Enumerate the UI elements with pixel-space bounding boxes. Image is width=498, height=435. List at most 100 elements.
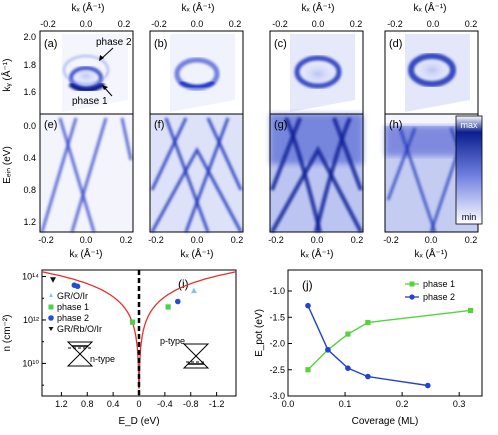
kx-axis-label-g: kₓ (Å⁻¹) <box>301 247 334 260</box>
ebin-tick-0.4: 0.4 <box>23 153 36 163</box>
chart-j-ytick-label: -2.5 <box>269 365 285 375</box>
chart-i-point <box>175 298 181 305</box>
tick-f-zero: 0.0 <box>191 235 204 245</box>
ky-tick-2.0: 2.0 <box>23 32 36 42</box>
chart-i-xtick-label: 1.2 <box>55 399 68 409</box>
chart-j-point <box>305 367 311 373</box>
legend-label-phase2: phase 2 <box>57 313 89 323</box>
panel-g-bands <box>270 117 363 233</box>
top-kx-ticks: -0.2 0.0 0.2 -0.2 0.0 0.2 -0.2 0.0 0.2 -… <box>40 19 477 29</box>
tick-g-neg: -0.2 <box>268 235 284 245</box>
chart-j-point <box>467 307 474 314</box>
middle-kx-labels: kₓ (Å⁻¹) kₓ (Å⁻¹) kₓ (Å⁻¹) kₓ (Å⁻¹) <box>70 247 448 260</box>
chart-j-xlabel: Coverage (ML) <box>352 416 419 427</box>
chart-j-xtick-label: 0.1 <box>339 399 352 409</box>
ebin-tick-1.2: 1.2 <box>23 217 36 227</box>
panel-e: (e) <box>39 113 134 233</box>
panel-e-label: (e) <box>44 119 57 131</box>
panel-g-frame <box>269 113 364 233</box>
chart-j-ytick-label: -2.0 <box>269 339 285 349</box>
chart-j-point <box>424 382 431 389</box>
tick-h-pos: 0.2 <box>465 235 478 245</box>
legend-label-gr-o-ir: GR/O/Ir <box>57 291 88 301</box>
panel-a-label: (a) <box>44 38 57 50</box>
phase1-ring-dark <box>68 81 106 93</box>
chart-j-point <box>365 319 371 326</box>
legend-circle-icon <box>48 315 54 321</box>
panel-g: (g) <box>269 113 364 233</box>
chart-j-xtick-label: 0.2 <box>396 399 409 409</box>
annotation-phase2: phase 2 <box>96 37 132 48</box>
tick-g-pos: 0.2 <box>351 235 364 245</box>
chart-j-xtick-label: 0.0 <box>282 399 295 409</box>
legend-square-icon-j <box>409 281 415 287</box>
panel-f: (f) <box>149 113 244 233</box>
chart-i-ytick-label: 10¹⁴ <box>22 272 39 282</box>
chart-i-xtick-label: -0.4 <box>157 399 173 409</box>
phase2-ring <box>63 55 109 85</box>
panel-e-bg <box>40 114 133 232</box>
chart-j: (j) E_pot (eV) Coverage (ML) 0.0 0.1 0.2 0.… <box>254 269 483 427</box>
tick-c-zero: 0.0 <box>312 19 325 29</box>
chart-i-xtick-label: -1.2 <box>209 399 225 409</box>
chart-i-legend: GR/O/Ir phase 1 phase 2 GR/Rb/O/Ir <box>48 291 102 334</box>
tick-d-pos: 0.2 <box>465 19 478 29</box>
n-type-label: n-type <box>90 354 115 364</box>
tick-f-pos: 0.2 <box>231 235 244 245</box>
panel-f-bands <box>150 117 243 233</box>
legend-triangle-down-icon <box>48 327 54 331</box>
kx-axis-label-b: kₓ (Å⁻¹) <box>182 1 215 14</box>
tick-h-zero: 0.0 <box>425 235 438 245</box>
ky-axis: kᵧ (Å⁻¹) 2.0 1.8 1.6 <box>0 32 36 97</box>
chart-i-ytick-label: 10¹² <box>23 315 39 325</box>
chart-i: (i) n (cm⁻²) E_D (eV) 1.2 0.8 0.4 0 -0.4 -0.8… <box>2 269 237 427</box>
panel-d: (d) <box>384 30 479 115</box>
kx-axis-label-h: kₓ (Å⁻¹) <box>415 247 448 260</box>
chart-j-xtick-label: 0.3 <box>453 399 466 409</box>
panel-a: (a) phase 2 phase 1 <box>39 30 134 115</box>
chart-i-xtick-label: -0.8 <box>183 399 199 409</box>
panel-e-bands <box>40 117 133 233</box>
legend-square-icon <box>48 304 54 310</box>
colorbar: max min <box>455 115 483 225</box>
chart-j-panel-label: (j) <box>302 278 313 292</box>
tick-d-zero: 0.0 <box>427 19 440 29</box>
tick-a-zero: 0.0 <box>80 19 93 29</box>
chart-j-ytick-label: -1.5 <box>269 312 285 322</box>
panel-c: (c) <box>269 30 364 115</box>
ebin-axis-label: Eₑᵢₙ (eV) <box>2 146 13 184</box>
kx-axis-label-a: kₓ (Å⁻¹) <box>72 1 105 14</box>
chart-i-panel-label: (i) <box>178 277 189 291</box>
panel-b-ring-dark <box>178 80 216 89</box>
chart-i-point <box>165 304 171 310</box>
chart-i-point <box>129 319 136 325</box>
chart-i-xtick-label: 0 <box>136 399 141 409</box>
panel-d-label: (d) <box>389 38 402 50</box>
ky-tick-1.6: 1.6 <box>23 87 36 97</box>
chart-j-series-line <box>307 309 471 371</box>
chart-i-ytick-label: 10¹⁰ <box>22 358 39 368</box>
colorbar-min-label: min <box>462 212 477 222</box>
colorbar-max-label: max <box>460 120 478 130</box>
panel-b-map <box>170 34 235 112</box>
colorbar-gradient <box>455 115 483 225</box>
legend-triangle-up-icon <box>49 293 53 297</box>
tick-f-neg: -0.2 <box>148 235 164 245</box>
chart-j-point <box>345 365 351 371</box>
chart-j-ylabel: E_pot (eV) <box>254 309 265 357</box>
panel-f-bg <box>150 114 243 232</box>
arrowhead-phase1 <box>102 85 108 90</box>
ebin-tick-0.0: 0.0 <box>23 121 36 131</box>
n-type-dirac-cone-icon <box>66 341 94 367</box>
panel-f-frame <box>149 113 244 233</box>
panel-c-label: (c) <box>274 38 287 50</box>
tick-e-zero: 0.0 <box>80 235 93 245</box>
panel-e-frame <box>39 113 134 233</box>
middle-kx-ticks: -0.2 0.0 0.2 -0.2 0.0 0.2 -0.2 0.0 0.2 -… <box>38 235 477 245</box>
chart-j-point <box>325 347 331 353</box>
chart-i-ylabel: n (cm⁻²) <box>2 315 13 352</box>
ky-axis-label: kᵧ (Å⁻¹) <box>0 59 13 92</box>
chart-j-point <box>345 331 351 337</box>
panel-h-label: (h) <box>389 119 402 131</box>
panel-b-label: (b) <box>154 38 167 50</box>
